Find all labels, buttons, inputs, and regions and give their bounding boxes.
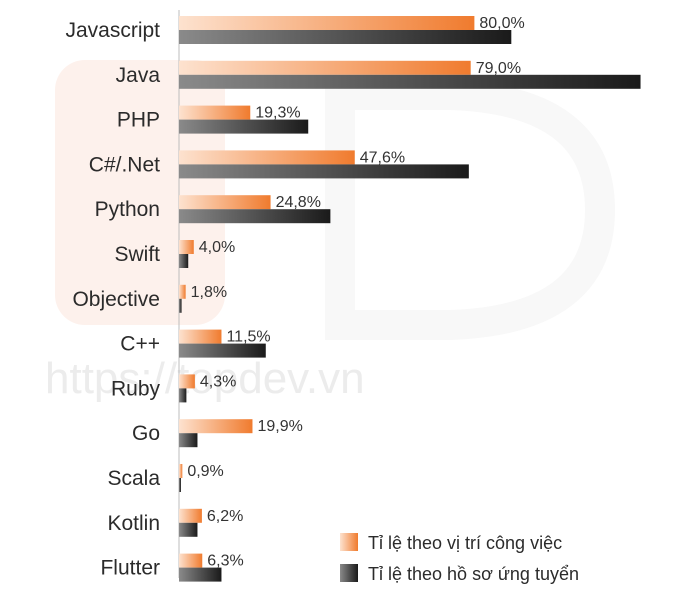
category-label-ruby: Ruby	[111, 377, 161, 400]
legend-label-job: Tỉ lệ theo vị trí công việc	[368, 533, 562, 553]
bar-candidate-scala	[179, 478, 181, 492]
legend-swatch-job	[340, 533, 358, 551]
category-label-java: Java	[116, 64, 161, 87]
category-label-c: C++	[120, 333, 160, 356]
category-label-kotlin: Kotlin	[107, 512, 160, 535]
category-label-flutter: Flutter	[100, 557, 160, 580]
bar-candidate-swift	[179, 254, 189, 268]
bar-job-c	[179, 329, 222, 344]
category-label-go: Go	[132, 422, 160, 445]
value-label-objective: 1,8%	[191, 284, 227, 301]
value-label-java: 79,0%	[476, 60, 521, 77]
value-labels: 80,0% 79,0% 19,3% 47,6% 24,8% 4,0% 1,8% 11,5% 4,…	[187, 15, 524, 570]
category-label-php: PHP	[117, 109, 160, 132]
legend-label-candidate: Tỉ lệ theo hồ sơ ứng tuyển	[368, 564, 579, 584]
bar-job-flutter	[179, 553, 203, 568]
category-labels: Javascript Java PHP C#/.Net Python Swift Objec…	[65, 19, 160, 580]
bar-candidate-javascript	[179, 30, 512, 44]
bar-candidate-kotlin	[179, 522, 198, 537]
bar-candidate-ruby	[179, 388, 187, 403]
bar-candidate-php	[179, 119, 309, 134]
value-label-javascript: 80,0%	[479, 15, 524, 32]
bar-job-kotlin	[179, 508, 202, 523]
watermark-text: https://topdev.vn	[45, 354, 365, 403]
value-label-c: 11,5%	[226, 329, 270, 346]
bar-job-swift	[179, 240, 194, 254]
bar-candidate-c-net	[179, 164, 469, 179]
value-label-swift: 4,0%	[199, 239, 235, 256]
watermark-letter-shape	[325, 80, 616, 340]
bar-candidate-python	[179, 209, 331, 224]
value-label-php: 19,3%	[255, 105, 300, 122]
category-label-python: Python	[95, 198, 160, 221]
bar-job-c-net	[179, 150, 355, 165]
category-label-scala: Scala	[107, 467, 160, 490]
bar-candidate-go	[179, 433, 198, 448]
bar-job-objective	[179, 284, 186, 299]
value-label-scala: 0,9%	[187, 463, 223, 480]
bar-job-php	[179, 105, 251, 120]
category-label-c-net: C#/.Net	[89, 153, 160, 176]
category-label-javascript: Javascript	[65, 19, 160, 42]
value-label-ruby: 4,3%	[200, 373, 236, 390]
bar-job-ruby	[179, 374, 195, 389]
bar-job-scala	[179, 464, 183, 478]
value-label-python: 24,8%	[276, 194, 321, 211]
bar-candidate-c	[179, 343, 266, 358]
bar-job-python	[179, 195, 271, 210]
series-candidate-bars	[179, 30, 641, 582]
value-label-flutter: 6,3%	[207, 553, 243, 570]
series-job-bars	[179, 16, 475, 568]
category-label-swift: Swift	[114, 243, 160, 266]
bar-candidate-java	[179, 74, 641, 89]
legend-swatch-candidate	[340, 564, 358, 582]
bar-job-javascript	[179, 16, 475, 30]
bar-candidate-flutter	[179, 567, 222, 582]
bar-job-go	[179, 419, 253, 434]
category-label-objective: Objective	[72, 288, 160, 311]
legend: Tỉ lệ theo vị trí công việc Tỉ lệ theo h…	[340, 533, 579, 584]
bar-candidate-objective	[179, 298, 182, 313]
value-label-kotlin: 6,2%	[207, 508, 243, 525]
bar-job-java	[179, 60, 471, 75]
value-label-go: 19,9%	[257, 418, 302, 435]
value-label-c-net: 47,6%	[360, 149, 405, 166]
